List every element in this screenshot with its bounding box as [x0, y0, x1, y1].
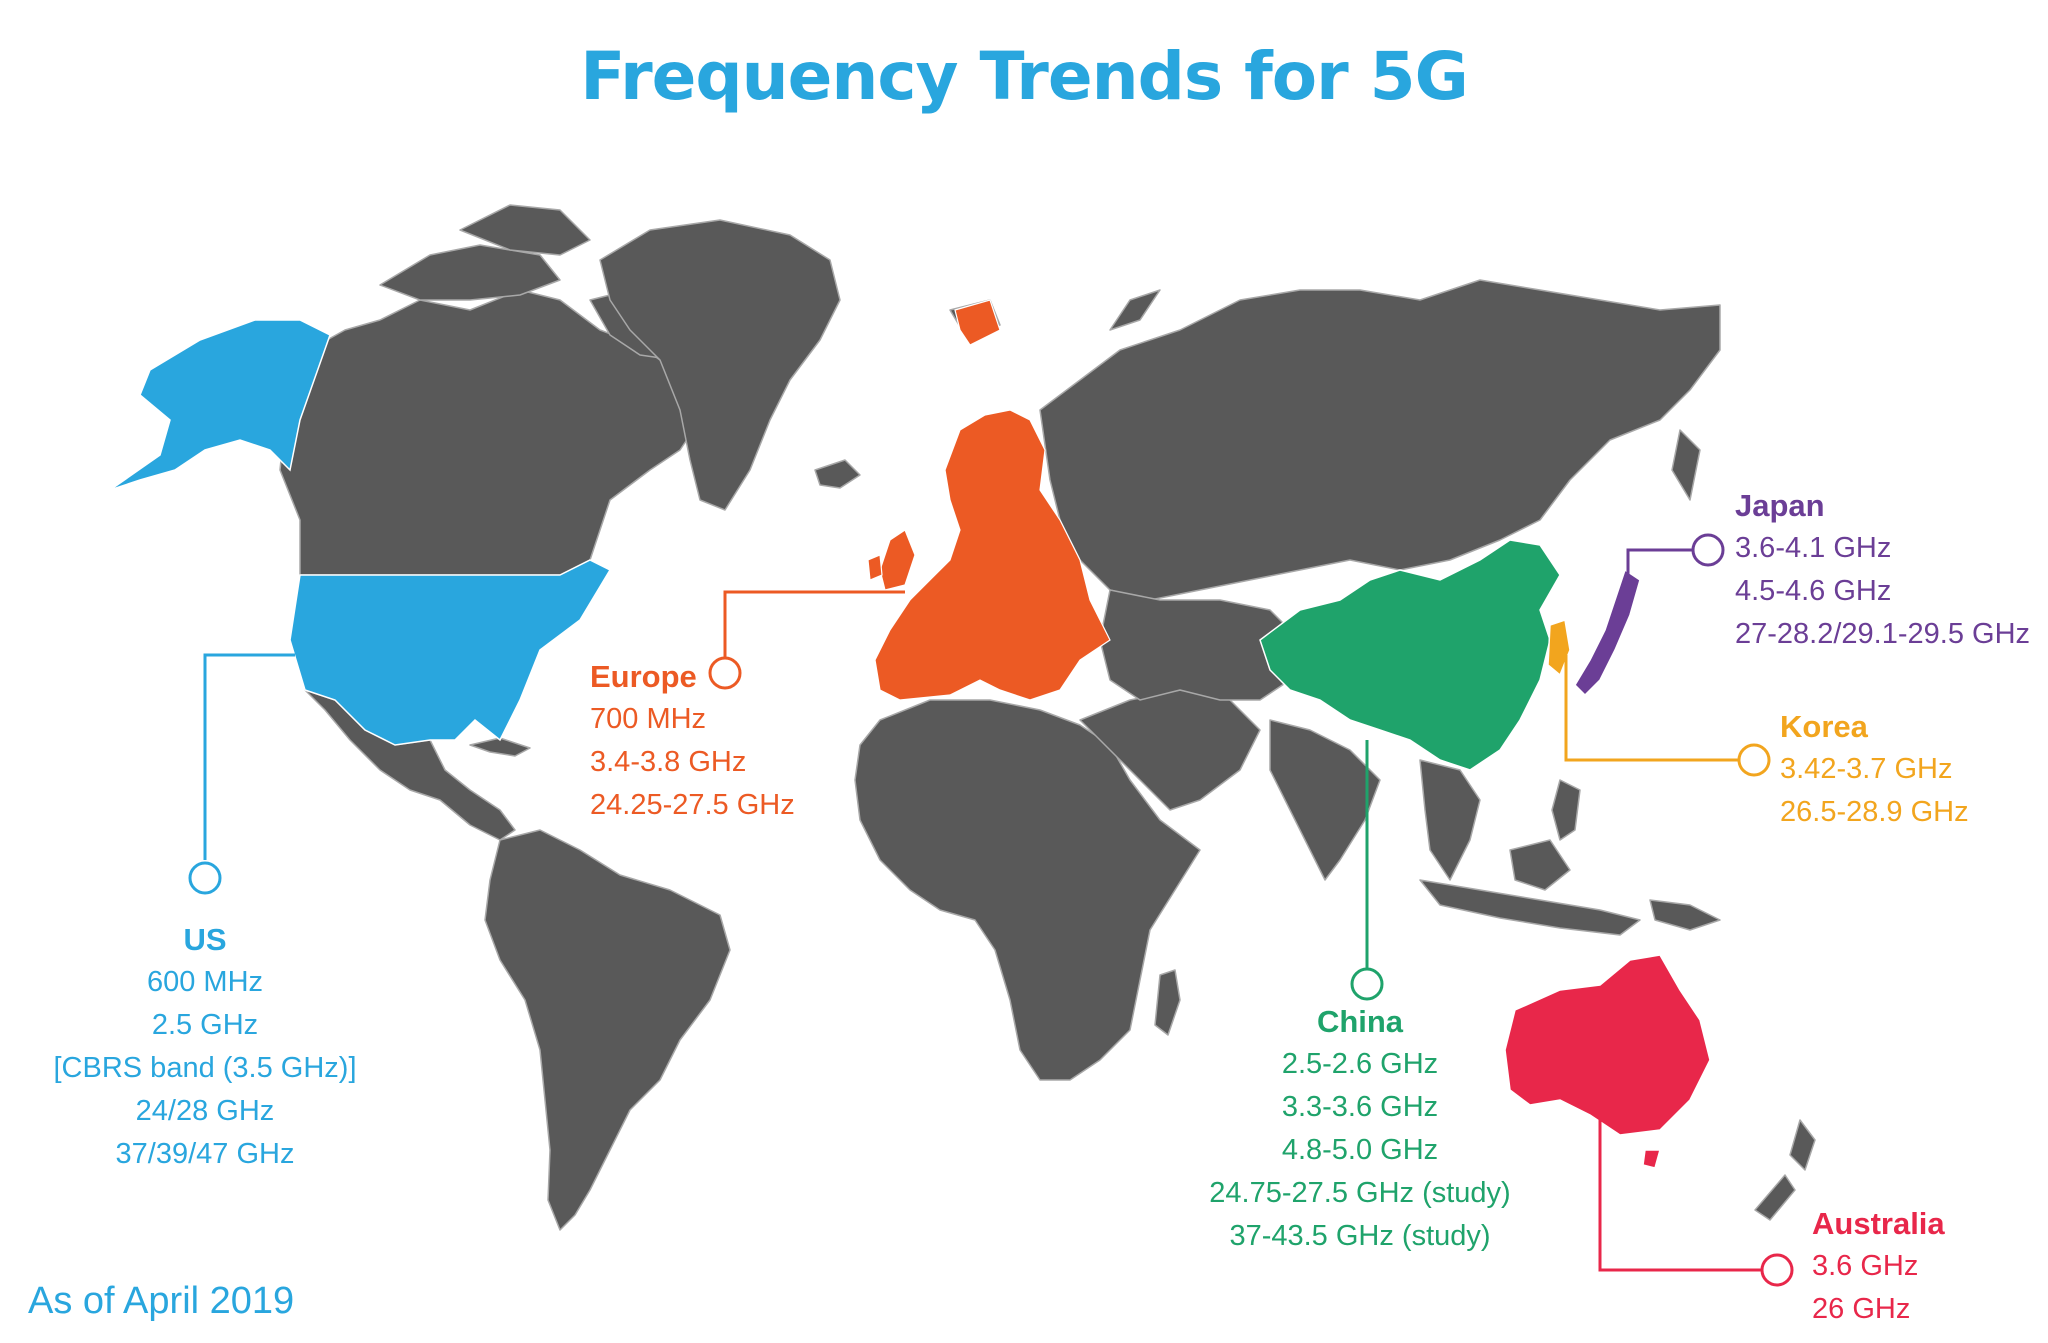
- land-south-america: [484, 829, 731, 1231]
- marker-japan: [1691, 533, 1725, 567]
- label-europe-band: 3.4-3.8 GHz: [590, 746, 747, 778]
- leader-us: [203, 653, 295, 860]
- region-tasmania: [1642, 1149, 1661, 1169]
- marker-korea: [1737, 743, 1771, 777]
- label-australia: Australia 3.6 GHz 26 GHz: [1812, 1202, 1945, 1331]
- label-china-band: 37-43.5 GHz (study): [1229, 1220, 1491, 1252]
- label-china: China 2.5-2.6 GHz 3.3-3.6 GHz 4.8-5.0 GH…: [1160, 1000, 1560, 1258]
- marker-us: [188, 861, 222, 895]
- region-svalbard-eu: [954, 299, 1001, 346]
- map-title: Frequency Trends for 5G: [580, 38, 1469, 115]
- land-kamchatka: [1671, 429, 1701, 501]
- land-cuba: [469, 737, 531, 757]
- label-europe: Europe 700 MHz 3.4-3.8 GHz 24.25-27.5 GH…: [590, 655, 795, 827]
- label-japan: Japan 3.6-4.1 GHz 4.5-4.6 GHz 27-28.2/29…: [1735, 484, 2030, 656]
- land-borneo: [1509, 839, 1571, 891]
- region-alaska: [109, 319, 331, 491]
- leader-japan: [1626, 548, 1692, 612]
- land-russia: [1039, 279, 1721, 601]
- land-philippines: [1551, 779, 1581, 841]
- land-new-zealand-south: [1754, 1174, 1796, 1221]
- land-masses: [279, 204, 1816, 1231]
- label-europe-band: 24.25-27.5 GHz: [590, 789, 795, 821]
- label-korea: Korea 3.42-3.7 GHz 26.5-28.9 GHz: [1780, 705, 1969, 834]
- region-ireland: [867, 554, 883, 581]
- land-madagascar: [1154, 969, 1181, 1036]
- label-japan-name: Japan: [1735, 488, 1825, 523]
- land-arctic-islands: [379, 244, 561, 301]
- leader-australia: [1598, 1070, 1761, 1272]
- label-europe-name: Europe: [590, 659, 697, 694]
- label-europe-band: 700 MHz: [590, 703, 707, 735]
- region-china: [1259, 539, 1561, 771]
- leader-korea: [1564, 655, 1738, 762]
- marker-china: [1350, 967, 1384, 1001]
- region-japan: [1574, 568, 1641, 697]
- label-us-name: US: [183, 922, 227, 957]
- label-china-band: 2.5-2.6 GHz: [1281, 1048, 1439, 1080]
- marker-europe: [708, 656, 742, 690]
- land-greenland: [599, 219, 841, 511]
- label-us-band: [CBRS band (3.5 GHz)]: [53, 1052, 357, 1084]
- region-us: [289, 559, 612, 746]
- label-korea-band: 26.5-28.9 GHz: [1780, 796, 1969, 828]
- land-papua: [1649, 899, 1721, 931]
- land-new-zealand-north: [1789, 1119, 1816, 1171]
- land-iceland: [814, 459, 861, 489]
- label-australia-band: 3.6 GHz: [1812, 1250, 1919, 1282]
- date-note: As of April 2019: [28, 1280, 295, 1322]
- land-africa: [854, 699, 1201, 1081]
- label-japan-band: 3.6-4.1 GHz: [1735, 532, 1892, 564]
- region-europe: [874, 409, 1111, 701]
- region-uk: [879, 529, 916, 591]
- land-arctic-islands-2: [459, 204, 591, 256]
- land-indonesia: [1419, 879, 1641, 936]
- label-japan-band: 27-28.2/29.1-29.5 GHz: [1735, 618, 2031, 650]
- label-australia-band: 26 GHz: [1812, 1293, 1911, 1325]
- marker-australia: [1760, 1253, 1794, 1287]
- land-central-asia: [1099, 589, 1301, 701]
- label-japan-band: 4.5-4.6 GHz: [1735, 575, 1892, 607]
- label-china-band: 4.8-5.0 GHz: [1281, 1134, 1439, 1166]
- leader-europe: [723, 590, 905, 657]
- label-korea-name: Korea: [1780, 709, 1868, 744]
- region-australia: [1504, 954, 1711, 1136]
- label-australia-name: Australia: [1812, 1206, 1945, 1241]
- label-china-band: 24.75-27.5 GHz (study): [1209, 1177, 1511, 1209]
- label-china-name: China: [1316, 1004, 1404, 1039]
- label-us-band: 24/28 GHz: [135, 1095, 275, 1127]
- label-korea-band: 3.42-3.7 GHz: [1780, 753, 1953, 785]
- land-southeast-asia: [1419, 759, 1481, 881]
- label-us-band: 37/39/47 GHz: [115, 1138, 295, 1170]
- label-us: US 600 MHz 2.5 GHz [CBRS band (3.5 GHz)]…: [30, 918, 380, 1176]
- label-china-band: 3.3-3.6 GHz: [1281, 1091, 1439, 1123]
- land-india: [1269, 719, 1381, 881]
- label-us-band: 600 MHz: [146, 966, 264, 998]
- land-novaya-zemlya: [1109, 289, 1161, 331]
- label-us-band: 2.5 GHz: [151, 1009, 259, 1041]
